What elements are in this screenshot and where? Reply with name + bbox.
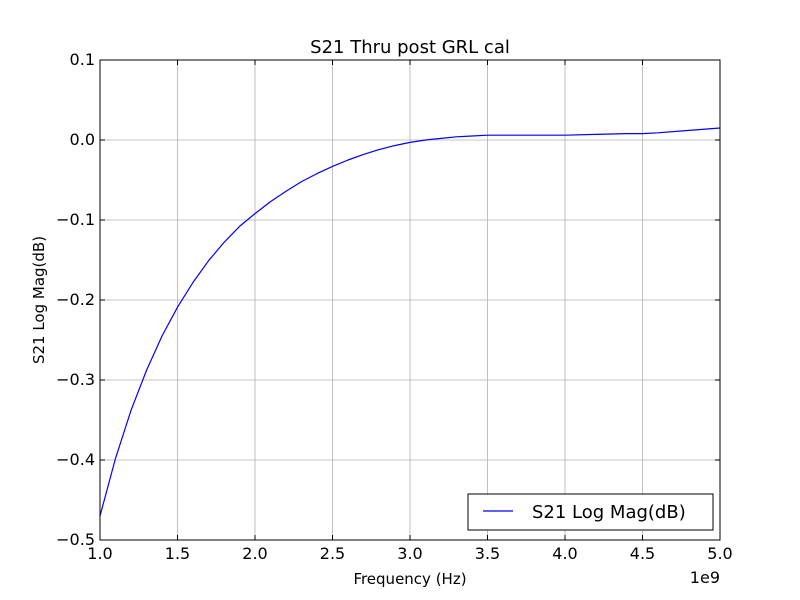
legend-series-label: S21 Log Mag(dB) (532, 502, 686, 523)
x-tick-label: 3.5 (475, 544, 500, 563)
y-tick-label: −0.2 (56, 290, 95, 309)
axis-ticks: 1.0 1.5 2.0 2.5 3.0 3.5 4.0 4.5 5.0 −0.5 −0.4 −0.3 −… (56, 50, 733, 563)
y-axis-label: S21 Log Mag(dB) (30, 236, 48, 364)
series-line-s21-log-mag (99, 127, 721, 517)
plot-area (99, 127, 721, 517)
chart-title: S21 Thru post GRL cal (310, 37, 510, 58)
x-tick-label: 2.0 (242, 544, 267, 563)
legend: S21 Log Mag(dB) (467, 493, 714, 531)
x-tick-label: 1.0 (87, 544, 112, 563)
y-tick-label: −0.5 (56, 530, 95, 549)
y-tick-label: 0.1 (70, 50, 95, 69)
x-tick-label: 4.0 (552, 544, 577, 563)
x-tick-label: 2.5 (320, 544, 345, 563)
x-tick-label: 5.0 (707, 544, 732, 563)
x-tick-label: 3.0 (397, 544, 422, 563)
y-tick-label: −0.4 (56, 450, 95, 469)
legend-box (467, 493, 714, 531)
y-tick-label: −0.3 (56, 370, 95, 389)
x-tick-label: 4.5 (630, 544, 655, 563)
x-axis-offset-text: 1e9 (690, 568, 720, 587)
y-tick-label: 0.0 (70, 130, 95, 149)
y-tick-label: −0.1 (56, 210, 95, 229)
x-tick-label: 1.5 (165, 544, 190, 563)
x-axis-label: Frequency (Hz) (353, 570, 466, 588)
